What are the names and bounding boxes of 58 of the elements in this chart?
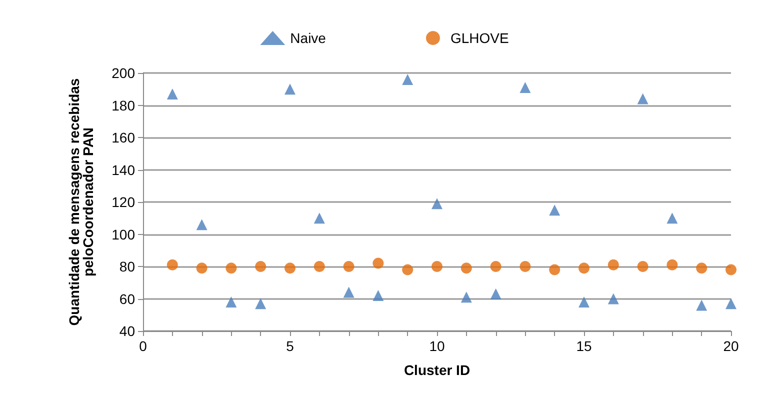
point <box>343 286 354 298</box>
x-tick-label: 10 <box>429 338 445 354</box>
point <box>402 74 414 85</box>
point <box>432 198 442 210</box>
point <box>666 259 678 270</box>
y-tick-label: 100 <box>112 226 136 242</box>
point <box>726 298 736 310</box>
x-axis-title: Cluster ID <box>404 362 470 378</box>
x-tick-label: 20 <box>723 338 739 354</box>
y-tick-label: 60 <box>119 290 136 307</box>
point <box>490 288 502 300</box>
point <box>314 261 325 272</box>
y-tick-label: 80 <box>119 258 136 274</box>
y-tick-label: 40 <box>119 323 136 339</box>
point <box>578 296 590 308</box>
point <box>432 261 442 272</box>
x-tick-label: 5 <box>286 338 294 354</box>
y-tick-label: 180 <box>112 97 136 114</box>
point <box>314 212 325 224</box>
point <box>402 264 414 276</box>
point <box>255 298 266 310</box>
y-axis-title: Quantidade de mensagens recebidas peloCoordenador PAN <box>66 78 96 326</box>
point <box>284 84 296 95</box>
y-tick-label: 200 <box>112 65 136 81</box>
point <box>490 261 502 272</box>
point <box>166 88 178 100</box>
y-tick-label: 160 <box>112 130 136 146</box>
point <box>608 293 619 304</box>
point <box>255 261 266 272</box>
point <box>549 204 560 216</box>
legend-label: Naive <box>290 30 326 46</box>
point <box>520 261 531 272</box>
point <box>608 259 619 270</box>
point <box>372 258 384 269</box>
point <box>226 262 237 274</box>
x-tick-label: 0 <box>139 338 148 354</box>
point <box>226 296 237 308</box>
y-tick-label: 140 <box>112 162 136 178</box>
point <box>372 290 384 302</box>
legend-label: GLHOVE <box>450 30 509 46</box>
point <box>696 300 708 311</box>
point <box>343 261 354 272</box>
point <box>578 262 590 274</box>
point <box>726 264 736 276</box>
point <box>196 219 208 230</box>
point <box>637 93 648 104</box>
point <box>166 259 178 270</box>
x-tick-label: 15 <box>576 338 592 354</box>
point <box>196 262 208 274</box>
point <box>460 292 472 303</box>
point <box>520 82 531 94</box>
y-tick-label: 120 <box>112 194 136 210</box>
point <box>549 264 560 276</box>
point <box>460 262 472 274</box>
point <box>637 261 648 272</box>
point <box>666 212 678 224</box>
point <box>284 262 296 274</box>
point <box>696 262 708 274</box>
